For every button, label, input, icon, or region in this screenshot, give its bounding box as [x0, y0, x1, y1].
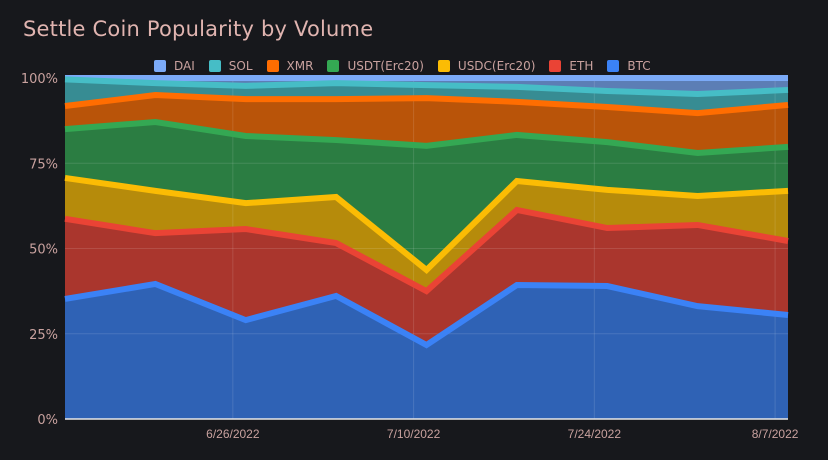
line-btc [64, 280, 789, 349]
line-usdt-erc20 [64, 118, 789, 157]
legend-label: USDT(Erc20) [347, 59, 424, 73]
line-eth [64, 206, 789, 295]
legend-label: XMR [286, 59, 314, 73]
y-tick-label: 75% [29, 157, 58, 172]
line-usdc-erc20 [64, 174, 789, 274]
legend-item-sol[interactable]: SOL [208, 59, 253, 73]
legend-label: SOL [228, 59, 253, 73]
gridlines-group [65, 78, 788, 419]
legend-label: USDC(Erc20) [457, 59, 536, 73]
x-tick-label: 7/10/2022 [387, 427, 441, 441]
legend-swatch [607, 60, 620, 72]
y-tick-label: 100% [21, 72, 58, 87]
y-tick-label: 0% [37, 413, 58, 428]
line-xmr [64, 92, 789, 117]
area-usdt-erc20 [65, 121, 788, 270]
x-tick-label: 7/24/2022 [568, 427, 622, 441]
legend-swatch [266, 60, 279, 72]
legend-item-usdt-erc20[interactable]: USDT(Erc20) [327, 59, 424, 73]
legend-swatch [208, 60, 221, 72]
legend-swatch [154, 60, 166, 72]
y-tick-label: 50% [29, 243, 58, 258]
legend-item-btc[interactable]: BTC [607, 59, 651, 73]
legend-item-dai[interactable]: DAI [154, 59, 195, 73]
legend-swatch [327, 60, 340, 72]
legend-label: ETH [569, 59, 594, 73]
legend-item-eth[interactable]: ETH [549, 59, 593, 73]
area-btc [65, 283, 788, 419]
legend-item-xmr[interactable]: XMR [266, 59, 314, 73]
x-tick-label: 8/7/2022 [752, 427, 799, 441]
x-axis: 6/26/2022 7/10/2022 7/24/2022 8/7/2022 [206, 427, 799, 441]
legend-swatch [549, 60, 562, 72]
lines-group [64, 75, 789, 349]
area-eth [65, 209, 788, 346]
y-axis: 0% 25% 50% 75% 100% [21, 72, 788, 428]
legend: DAI SOL XMR USDT(Erc20) USDC(Erc20) ETH BTC [154, 59, 665, 73]
y-tick-label: 25% [29, 328, 58, 343]
areas-group [65, 78, 788, 419]
legend-swatch [437, 60, 450, 72]
legend-label: BTC [627, 59, 651, 73]
legend-label: DAI [174, 59, 195, 73]
line-sol [64, 76, 789, 98]
chart-title: Settle Coin Popularity by Volume [23, 17, 374, 41]
legend-item-usdc-erc20[interactable]: USDC(Erc20) [437, 59, 536, 73]
area-usdc-erc20 [65, 177, 788, 292]
x-tick-label: 6/26/2022 [206, 427, 260, 441]
